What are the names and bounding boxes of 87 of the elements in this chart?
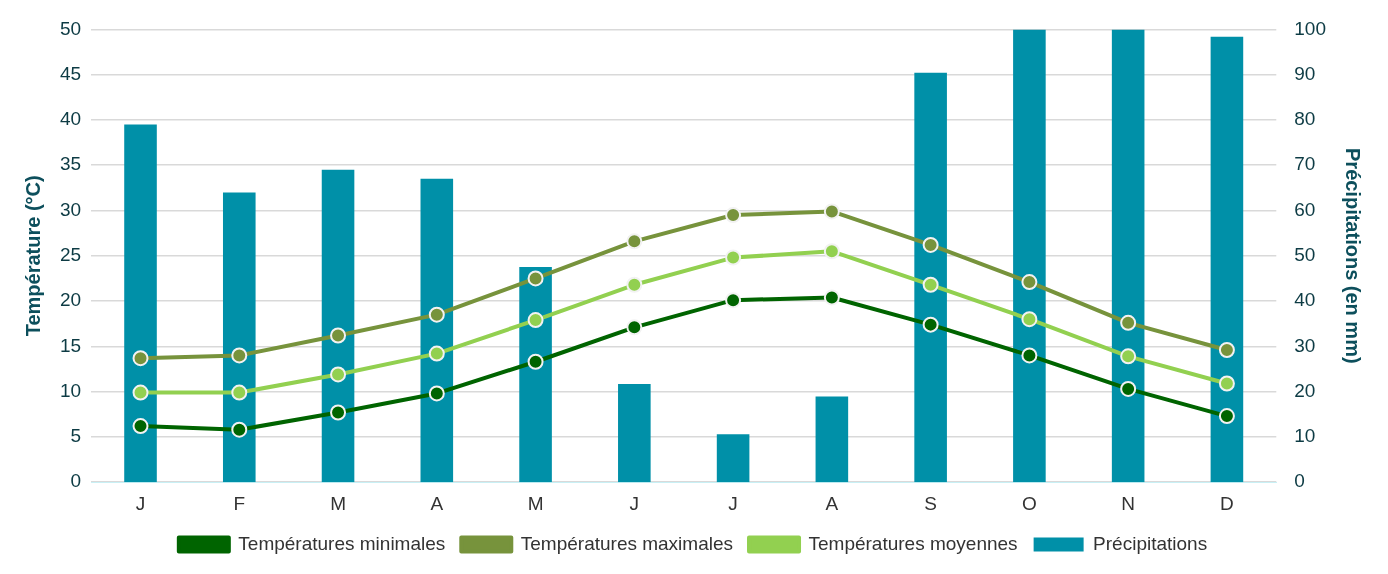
point (231, 384, 248, 401)
point (231, 421, 248, 438)
point (725, 207, 742, 224)
point (231, 347, 248, 364)
point (1218, 341, 1235, 358)
x-tick-label: S (924, 492, 937, 514)
y-tick-label: 30 (59, 198, 82, 220)
point (428, 345, 445, 362)
y2-axis-title: Précipitations (en mm) (1342, 148, 1365, 364)
point (330, 404, 347, 421)
y-tick-label: 40 (59, 108, 82, 130)
y-tick-label: 25 (59, 244, 82, 266)
point (922, 236, 939, 253)
point (527, 312, 544, 329)
y2-tick-label: 90 (1294, 62, 1316, 84)
x-tick-label: J (728, 492, 738, 514)
point (922, 316, 939, 333)
point (330, 327, 347, 344)
y2-tick-label: 30 (1294, 334, 1316, 356)
y2-tick-label: 0 (1294, 470, 1305, 492)
bar (914, 72, 947, 483)
y-axis-title: Température (°C) (21, 175, 44, 337)
bar (815, 396, 849, 483)
bar (124, 124, 157, 483)
point (626, 276, 643, 293)
point (1021, 274, 1038, 291)
y2-tick-label: 100 (1294, 17, 1326, 39)
point (1120, 380, 1137, 397)
x-tick-label: J (629, 492, 640, 514)
point (132, 418, 149, 435)
point (527, 353, 544, 370)
x-tick-label: J (135, 492, 146, 514)
y2-tick-label: 50 (1294, 244, 1316, 266)
bar (420, 178, 454, 483)
point (1021, 347, 1038, 364)
y-tick-label: 50 (59, 17, 82, 39)
point (626, 233, 643, 250)
point (428, 385, 445, 402)
legend-label: Températures minimales (238, 532, 446, 554)
x-tick-label: F (233, 492, 246, 514)
legend-label: Températures moyennes (808, 532, 1018, 554)
y2-tick-label: 40 (1294, 289, 1316, 311)
point (1218, 408, 1235, 425)
y-tick-label: 45 (59, 62, 82, 84)
point (922, 276, 939, 293)
y-tick-label: 10 (59, 379, 82, 401)
y-tick-label: 5 (70, 425, 82, 447)
x-tick-label: D (1220, 492, 1234, 514)
x-tick-label: O (1022, 492, 1037, 514)
bar (1210, 36, 1244, 483)
x-tick-label: M (330, 492, 346, 514)
point (527, 270, 544, 287)
y2-tick-label: 60 (1294, 198, 1316, 220)
y2-tick-label: 70 (1294, 153, 1316, 175)
point (725, 249, 742, 266)
point (330, 366, 347, 383)
point (1120, 314, 1137, 331)
y-tick-label: 20 (59, 289, 82, 311)
bar (222, 192, 256, 483)
point (132, 350, 149, 367)
point (1021, 311, 1038, 328)
bar (1013, 29, 1046, 483)
point (1120, 348, 1137, 365)
y2-tick-label: 20 (1294, 379, 1316, 401)
y-tick-label: 35 (59, 153, 82, 175)
x-tick-label: N (1121, 492, 1136, 514)
legend-label: Températures maximales (520, 532, 734, 554)
point (823, 203, 840, 220)
point (428, 306, 445, 323)
point (823, 289, 840, 306)
x-tick-label: M (527, 492, 544, 514)
y-tick-label: 15 (59, 334, 82, 356)
y2-tick-label: 80 (1294, 108, 1316, 130)
bar (1111, 29, 1145, 483)
bar (716, 434, 750, 483)
point (725, 292, 742, 309)
x-tick-label: A (430, 492, 444, 514)
point (132, 384, 149, 401)
legend-label: Précipitations (1093, 532, 1208, 554)
x-tick-label: A (825, 492, 839, 514)
bar (618, 383, 651, 483)
bar (321, 169, 355, 483)
point (626, 319, 643, 336)
point (823, 243, 840, 260)
point (1218, 375, 1235, 392)
y-tick-label: 0 (70, 470, 82, 492)
y2-tick-label: 10 (1294, 425, 1316, 447)
